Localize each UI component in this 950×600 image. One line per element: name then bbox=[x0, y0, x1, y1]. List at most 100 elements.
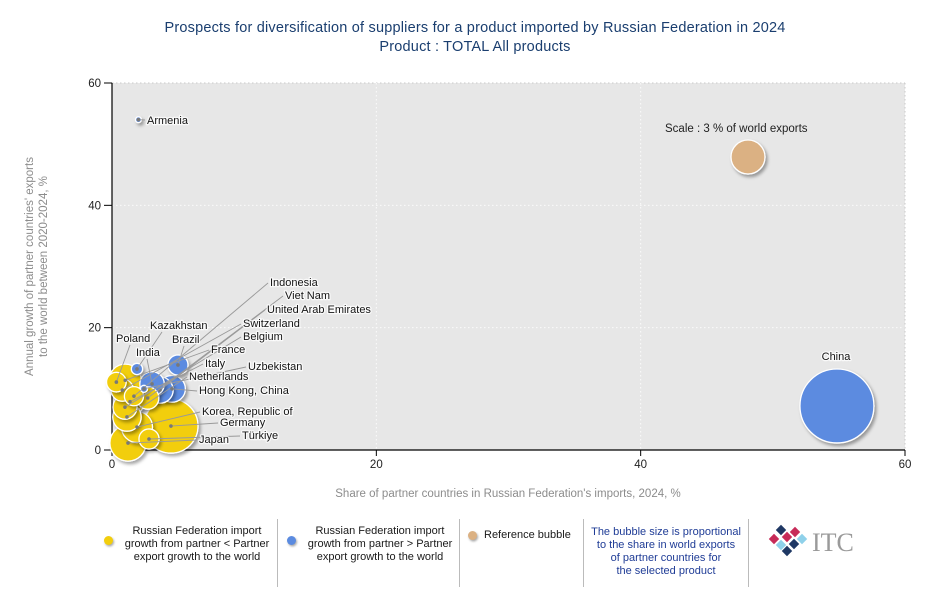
y-tick-label: 40 bbox=[88, 200, 101, 212]
leader-dot bbox=[150, 382, 154, 386]
legend-dot-blue bbox=[287, 536, 296, 545]
scale-note: Scale : 3 % of world exports bbox=[665, 123, 808, 135]
country-label: Türkiye bbox=[242, 430, 278, 442]
country-label: Viet Nam bbox=[285, 290, 330, 302]
legend-dot-reference bbox=[468, 531, 477, 540]
leader-dot bbox=[176, 363, 180, 367]
itc-logo-pinwheel-icon bbox=[768, 524, 808, 557]
leader-line bbox=[170, 422, 219, 427]
leader-dot bbox=[135, 425, 139, 429]
legend-line: growth from partner < Partner bbox=[124, 538, 270, 550]
leader-line bbox=[122, 323, 242, 391]
x-axis-title: Share of partner countries in Russian Fe… bbox=[335, 488, 680, 500]
country-label: Netherlands bbox=[189, 371, 249, 383]
itc-logo-text: ITC bbox=[812, 528, 854, 557]
leader-dot bbox=[120, 388, 125, 392]
y-axis-title-line1: Annual growth of partner countries' expo… bbox=[24, 157, 36, 376]
leader-line bbox=[146, 358, 153, 385]
itc-logo-diamond bbox=[789, 526, 801, 538]
leader-dot bbox=[170, 387, 174, 391]
legend-item-blue: Russian Federation import growth from pa… bbox=[301, 525, 459, 564]
country-label: India bbox=[136, 347, 161, 359]
leader-dot bbox=[135, 367, 139, 371]
country-label: Korea, Republic of bbox=[202, 406, 293, 418]
chart-title-line1: Prospects for diversification of supplie… bbox=[164, 20, 786, 36]
legend-line: Russian Federation import bbox=[132, 525, 262, 537]
plot-area bbox=[112, 83, 905, 450]
legend-item-reference: Reference bubble bbox=[484, 529, 584, 542]
legend-line: Reference bubble bbox=[484, 529, 571, 541]
itc-logo-diamond bbox=[775, 524, 787, 536]
leader-line bbox=[136, 411, 201, 428]
leader-dot bbox=[123, 405, 127, 409]
legend-divider bbox=[583, 519, 584, 587]
x-tick-label: 40 bbox=[634, 459, 647, 471]
legend-divider bbox=[748, 519, 749, 587]
leader-dot bbox=[125, 415, 129, 419]
country-label: Indonesia bbox=[270, 277, 319, 289]
country-label: France bbox=[211, 344, 245, 356]
country-label: Germany bbox=[220, 417, 266, 429]
chart-title-line2: Product : TOTAL All products bbox=[379, 39, 571, 55]
itc-logo-diamond bbox=[775, 539, 787, 551]
leader-line bbox=[159, 309, 266, 391]
country-label: Poland bbox=[116, 333, 150, 345]
leader-line bbox=[133, 282, 269, 397]
legend-line: The bubble size is proportional bbox=[591, 526, 741, 538]
country-label: Switzerland bbox=[243, 318, 300, 330]
country-label: United Arab Emirates bbox=[267, 304, 371, 316]
chart-legend: Russian Federation import growth from pa… bbox=[0, 515, 950, 600]
leader-line bbox=[124, 336, 242, 408]
legend-line: Russian Federation import bbox=[315, 525, 445, 537]
leader-line bbox=[127, 439, 198, 444]
y-tick-label: 20 bbox=[88, 323, 101, 335]
legend-dot-yellow bbox=[104, 536, 113, 545]
leader-dot bbox=[114, 380, 119, 384]
legend-item-yellow: Russian Federation import growth from pa… bbox=[118, 525, 276, 564]
bubble-chart-canvas: 0 20 40 60 0 20 40 60 Annual growth of partner c… bbox=[24, 78, 912, 500]
y-axis-title-line2: to the world between 2020-2024, % bbox=[38, 176, 50, 357]
leader-line bbox=[148, 435, 241, 440]
leader-line bbox=[126, 376, 188, 418]
leader-dot bbox=[128, 399, 132, 404]
x-tick-label: 20 bbox=[370, 459, 383, 471]
legend-line: of partner countries for bbox=[610, 552, 722, 564]
leader-line bbox=[171, 388, 198, 392]
bubble-china[interactable] bbox=[799, 368, 875, 444]
leader-line bbox=[147, 295, 284, 399]
country-label: Belgium bbox=[243, 331, 283, 343]
country-label: Italy bbox=[205, 358, 226, 370]
leader-dot bbox=[169, 424, 173, 428]
x-tick-label: 60 bbox=[899, 459, 912, 471]
legend-line: export growth to the world bbox=[316, 551, 444, 563]
reference-bubble bbox=[730, 139, 766, 175]
country-label: Kazakhstan bbox=[150, 320, 207, 332]
itc-logo-diamond bbox=[781, 545, 793, 557]
leader-line bbox=[177, 345, 185, 366]
itc-logo-diamond bbox=[796, 533, 808, 545]
leader-line bbox=[143, 366, 247, 390]
country-label: Hong Kong, China bbox=[199, 385, 290, 397]
country-label: Brazil bbox=[172, 334, 200, 346]
leader-dot bbox=[136, 117, 141, 122]
legend-item-bubble-size-note: The bubble size is proportional to the s… bbox=[586, 526, 746, 578]
x-tick-label: 0 bbox=[109, 459, 115, 471]
leader-dot bbox=[142, 387, 146, 391]
country-label: Armenia bbox=[147, 115, 189, 127]
y-tick-label: 0 bbox=[95, 445, 101, 457]
leader-dot bbox=[123, 378, 128, 383]
leader-dot bbox=[132, 394, 136, 398]
country-label: Japan bbox=[199, 434, 229, 446]
itc-logo: ITC bbox=[768, 524, 854, 557]
leader-line bbox=[129, 363, 204, 403]
legend-divider bbox=[277, 519, 278, 587]
y-tick-label: 60 bbox=[88, 78, 101, 90]
country-label: China bbox=[822, 351, 852, 363]
chart-title: Prospects for diversification of supplie… bbox=[0, 19, 950, 57]
itc-logo-diamond bbox=[768, 533, 780, 545]
leader-line bbox=[136, 331, 163, 370]
leader-dot bbox=[126, 441, 130, 445]
legend-line: export growth to the world bbox=[133, 551, 261, 563]
country-label: Uzbekistan bbox=[248, 361, 302, 373]
